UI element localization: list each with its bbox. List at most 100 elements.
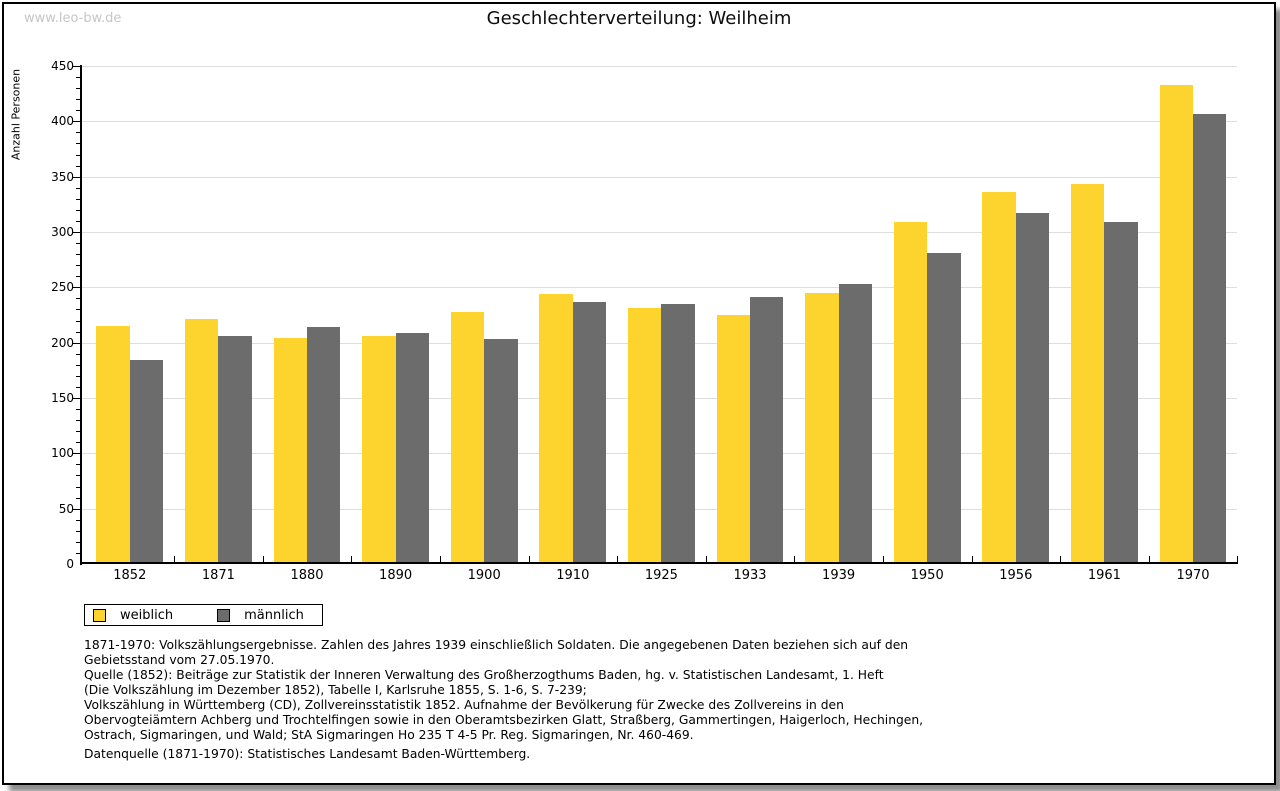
y-axis-minor-tick <box>76 198 80 200</box>
y-axis-minor-tick <box>76 99 80 101</box>
datasource-line: Datenquelle (1871-1970): Statistisches L… <box>84 747 531 761</box>
y-axis-tick <box>73 342 80 344</box>
y-axis-minor-tick <box>76 409 80 411</box>
footnote-line: 1871-1970: Volkszählungsergebnisse. Zahl… <box>84 638 909 652</box>
footnote-line: Ostrach, Sigmaringen, und Wald; StA Sigm… <box>84 728 694 742</box>
x-axis-tick <box>439 556 441 562</box>
y-axis-minor-tick <box>76 519 80 521</box>
y-axis-tick <box>73 66 80 67</box>
y-axis-minor-tick <box>76 243 80 245</box>
legend: weiblich männlich <box>84 604 323 626</box>
y-axis-tick <box>73 398 80 399</box>
bar-weiblich-1900 <box>450 311 485 564</box>
bar-weiblich-1852 <box>96 326 130 564</box>
bar-weiblich-1933 <box>716 315 750 564</box>
bar-männlich-1910 <box>572 301 607 564</box>
footnotes: 1871-1970: Volkszählungsergebnisse. Zahl… <box>84 638 923 743</box>
x-axis-tick <box>351 556 353 562</box>
x-axis-category-label: 1956 <box>999 568 1033 583</box>
y-axis-tick <box>73 453 80 455</box>
x-axis-tick <box>528 556 530 562</box>
bar-männlich-1852 <box>129 360 164 564</box>
bar-weiblich-1880 <box>273 338 307 564</box>
y-axis-minor-tick <box>76 220 80 222</box>
y-axis-minor-tick <box>76 154 80 156</box>
x-axis-tick <box>262 556 264 562</box>
x-axis-category-label: 1890 <box>379 568 413 583</box>
footnote-line: Obervogteiämtern Achberg und Trochtelfin… <box>84 713 924 727</box>
y-axis-minor-tick <box>76 209 80 211</box>
bar-weiblich-1925 <box>628 308 662 564</box>
y-axis-minor-tick <box>76 431 80 433</box>
bar-männlich-1933 <box>750 297 784 564</box>
y-axis-tick-label: 250 <box>51 280 74 295</box>
footnote-line: (Die Volkszählung im Dezember 1852), Tab… <box>84 683 587 697</box>
y-axis-minor-tick <box>76 276 80 278</box>
x-axis-category-label: 1852 <box>113 568 147 583</box>
bar-weiblich-1871 <box>185 319 219 564</box>
y-axis-minor-tick <box>76 132 80 134</box>
y-axis-minor-tick <box>76 375 80 377</box>
x-axis-category-label: 1970 <box>1176 568 1210 583</box>
y-axis-tick-label: 50 <box>58 501 74 516</box>
bar-männlich-1950 <box>927 253 961 564</box>
plot-area: 0 50 100 150 200 250 300 350 400 450 1852 1871 1880 1… <box>4 4 1274 783</box>
x-axis-category-label: 1961 <box>1087 568 1121 583</box>
y-axis-minor-tick <box>76 530 80 532</box>
x-axis-tick <box>794 556 796 562</box>
bar-weiblich-1939 <box>805 292 839 564</box>
x-axis-tick <box>882 556 884 562</box>
bar-weiblich-1961 <box>1071 184 1105 564</box>
bar-männlich-1900 <box>484 339 518 564</box>
y-axis-minor-tick <box>76 353 80 355</box>
y-axis-minor-tick <box>76 143 80 145</box>
legend-swatch-weiblich <box>93 608 106 622</box>
x-axis-category-label: 1933 <box>733 568 767 583</box>
y-axis-minor-tick <box>76 364 80 366</box>
y-axis-tick <box>73 176 80 178</box>
x-axis-category-label: 1880 <box>290 568 324 583</box>
bar-männlich-1880 <box>307 327 341 564</box>
footnote-line: Quelle (1852): Beiträge zur Statistik de… <box>84 668 884 682</box>
bar-männlich-1956 <box>1015 213 1050 564</box>
y-axis-minor-tick <box>76 165 80 167</box>
y-axis-minor-tick <box>76 331 80 333</box>
y-axis-minor-tick <box>76 265 80 267</box>
y-axis-minor-tick <box>76 464 80 466</box>
y-axis-minor-tick <box>76 541 80 543</box>
footnote-line: Volkszählung in Württemberg (CD), Zollve… <box>84 698 844 712</box>
footnote-line: Gebietsstand vom 27.05.1970. <box>84 653 275 667</box>
y-axis-minor-tick <box>76 497 80 499</box>
y-axis-minor-tick <box>76 386 80 388</box>
y-axis-minor-tick <box>76 320 80 322</box>
y-axis-tick-label: 150 <box>51 391 74 405</box>
y-axis-minor-tick <box>76 420 80 422</box>
legend-label-weiblich: weiblich <box>120 607 174 623</box>
gridline <box>82 176 1237 178</box>
y-axis-tick-label: 300 <box>51 225 74 239</box>
y-axis-tick-label: 100 <box>51 446 74 461</box>
bar-männlich-1939 <box>838 284 872 564</box>
y-axis-minor-tick <box>76 442 80 444</box>
gridline <box>82 232 1237 233</box>
bar-weiblich-1910 <box>539 293 573 564</box>
x-axis-category-label: 1950 <box>910 568 944 583</box>
y-axis-tick-label: 200 <box>51 335 74 350</box>
x-axis-category-label: 1925 <box>644 568 678 583</box>
bar-weiblich-1950 <box>893 222 928 564</box>
x-axis-line <box>80 562 1238 564</box>
y-axis-minor-tick <box>76 187 80 189</box>
x-axis-category-label: 1871 <box>201 568 235 583</box>
y-axis-minor-tick <box>76 88 80 90</box>
x-axis-category-label: 1900 <box>467 568 501 583</box>
bar-männlich-1970 <box>1193 113 1227 564</box>
y-axis-minor-tick <box>76 254 80 256</box>
y-axis-title: Anzahl Personen <box>9 68 23 161</box>
y-axis-tick-label: 450 <box>51 59 74 73</box>
bar-weiblich-1970 <box>1159 84 1193 564</box>
y-axis-tick <box>73 287 80 289</box>
bar-männlich-1890 <box>395 332 429 564</box>
x-axis-tick <box>1237 556 1239 562</box>
bar-männlich-1961 <box>1104 222 1138 564</box>
